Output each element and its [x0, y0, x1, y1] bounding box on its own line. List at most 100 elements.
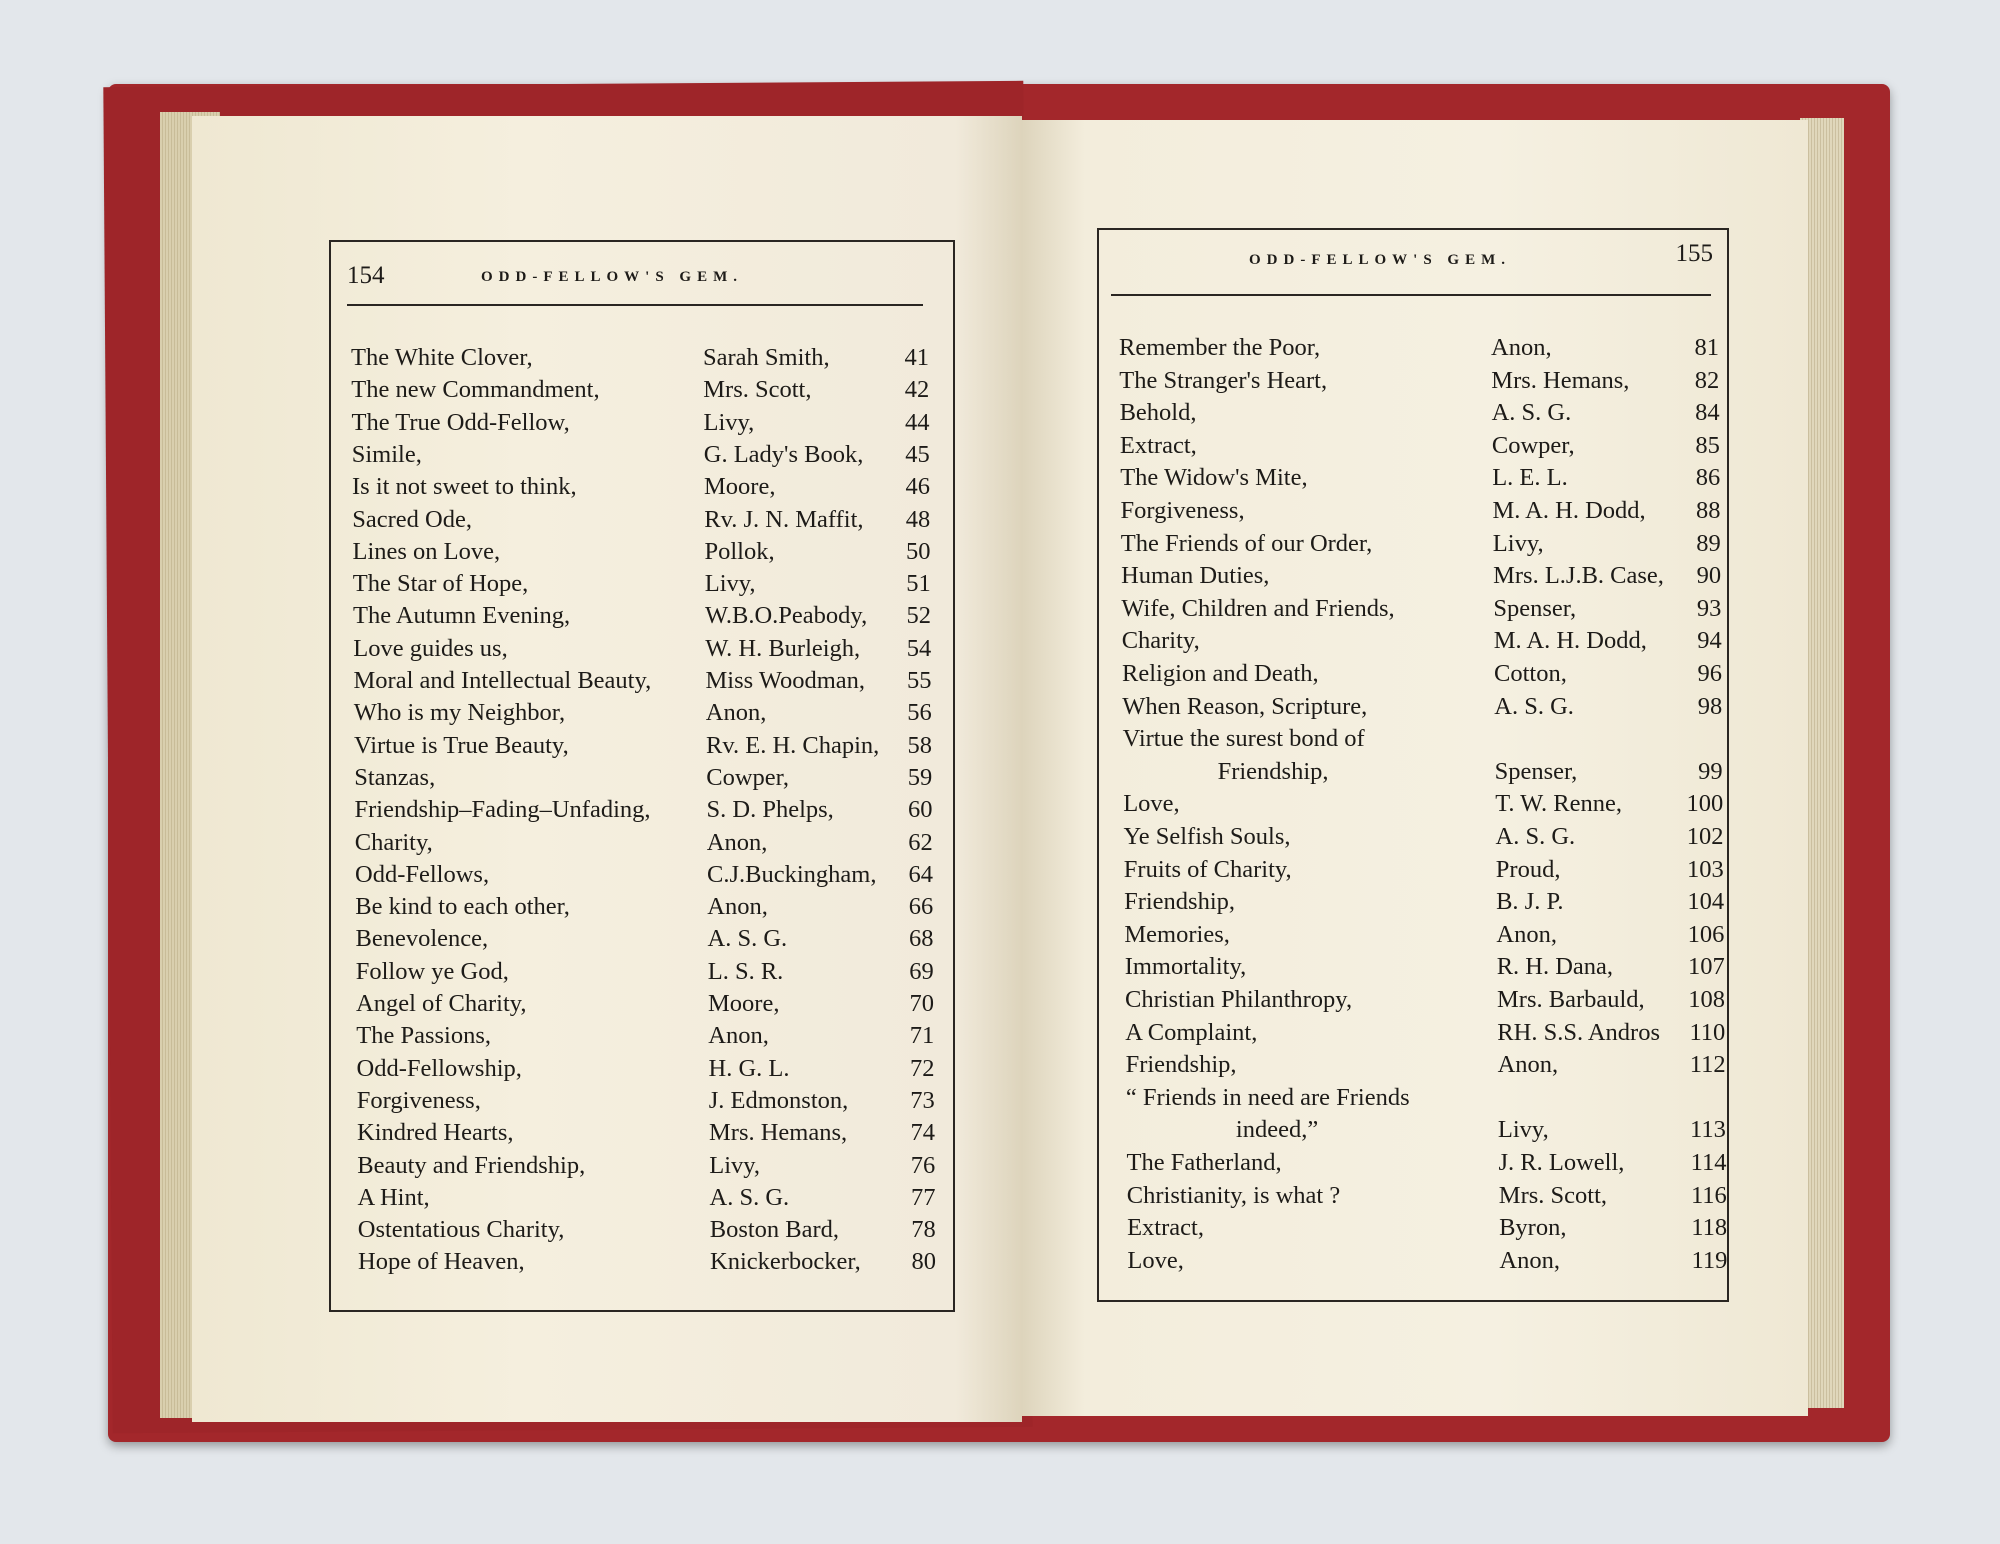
- entry-author: Mrs. Barbauld,: [1497, 986, 1645, 1013]
- entry-author: R. H. Dana,: [1496, 953, 1614, 981]
- contents-entry: Friendship, B. J. P. 104: [1124, 888, 1724, 918]
- entry-page: 54: [906, 634, 932, 662]
- entry-title: Sacred Ode,: [352, 505, 472, 533]
- entry-title: Friendship,: [1125, 1051, 1237, 1079]
- contents-entry: The Autumn Evening, W.B.O.Peabody, 52: [353, 602, 953, 632]
- contents-entry: The White Clover, Sarah Smith, 41: [351, 344, 951, 374]
- contents-entry: Extract, Byron, 118: [1127, 1214, 1727, 1244]
- contents-entry: The True Odd-Fellow, Livy, 44: [352, 409, 952, 439]
- entry-page: 78: [911, 1216, 936, 1244]
- contents-entry: Follow ye God, L. S. R. 69: [356, 958, 956, 988]
- entry-author: M. A. H. Dodd,: [1492, 497, 1646, 524]
- entry-title: Angel of Charity,: [356, 990, 527, 1017]
- contents-entry: Forgiveness, J. Edmonston, 73: [357, 1087, 957, 1117]
- entry-author: W.B.O.Peabody,: [705, 602, 868, 630]
- entry-page: 104: [1687, 888, 1725, 916]
- entry-author: Knickerbocker,: [710, 1248, 861, 1276]
- entry-title: Stanzas,: [354, 763, 436, 791]
- entry-page: 106: [1687, 920, 1725, 948]
- contents-entry: Friendship–Fading–Unfading, S. D. Phelps,…: [355, 796, 955, 826]
- entry-title: Christianity, is what ?: [1126, 1181, 1341, 1209]
- contents-entry: “ Friends in need are Friends indeed,” Liv…: [1125, 1083, 1726, 1144]
- entry-page: 113: [1690, 1116, 1726, 1144]
- entry-author: Mrs. L.J.B. Case,: [1493, 562, 1664, 590]
- entry-author: RH. S.S. Andros: [1497, 1018, 1660, 1046]
- entry-author: Moore,: [708, 990, 780, 1017]
- entry-page: 68: [909, 925, 934, 953]
- entry-title: Simile,: [351, 440, 422, 468]
- entry-title: Beauty and Friendship,: [357, 1151, 586, 1179]
- entry-title: “ Friends in need are Friends: [1125, 1083, 1410, 1111]
- contents-entry: Love guides us, W. H. Burleigh, 54: [353, 635, 953, 665]
- entry-author: B. J. P.: [1496, 888, 1564, 916]
- entry-page: 69: [909, 957, 934, 985]
- entry-title: Charity,: [354, 828, 433, 856]
- entry-page: 46: [905, 473, 931, 501]
- entry-author: S. D. Phelps,: [706, 796, 834, 824]
- entry-page: 82: [1694, 366, 1720, 394]
- entry-title: Hope of Heaven,: [358, 1248, 525, 1276]
- entry-author: Cotton,: [1494, 660, 1567, 687]
- entry-title: Charity,: [1121, 627, 1200, 655]
- contents-entry: The Stranger's Heart, Mrs. Hemans, 82: [1119, 367, 1719, 397]
- entry-author: A. S. G.: [1495, 823, 1576, 850]
- entry-title: Wife, Children and Friends,: [1121, 594, 1395, 622]
- entry-page: 42: [904, 376, 930, 404]
- entry-title: The Autumn Evening,: [353, 602, 571, 630]
- contents-entry: Angel of Charity, Moore, 70: [356, 990, 956, 1020]
- right-page-frame: ODD-FELLOW'S GEM. 155 Remember the Poor,…: [1097, 228, 1729, 1302]
- entry-page: 77: [911, 1183, 936, 1211]
- entry-title: Ostentatious Charity,: [357, 1216, 565, 1244]
- entry-author: J. Edmonston,: [708, 1086, 849, 1114]
- contents-entry: Memories, Anon, 106: [1124, 921, 1724, 951]
- entry-title: Be kind to each other,: [355, 893, 570, 921]
- entry-page: 50: [906, 537, 931, 565]
- entry-author: A. S. G.: [709, 1183, 790, 1211]
- entry-title: Extract,: [1119, 431, 1197, 459]
- entry-title: Virtue is True Beauty,: [354, 731, 569, 759]
- entry-author: M. A. H. Dodd,: [1493, 627, 1647, 655]
- entry-author: Anon,: [707, 893, 768, 921]
- entry-author: Spenser,: [1493, 594, 1577, 622]
- entry-title: Follow ye God,: [355, 957, 509, 985]
- contents-entry: Human Duties, Mrs. L.J.B. Case, 90: [1121, 562, 1721, 592]
- entry-title: Forgiveness,: [1120, 497, 1245, 524]
- entry-page: 88: [1696, 497, 1721, 524]
- entry-author: C.J.Buckingham,: [707, 860, 877, 888]
- entry-page: 76: [910, 1151, 936, 1179]
- entry-title: The Stranger's Heart,: [1119, 366, 1328, 394]
- entry-page: 71: [909, 1022, 935, 1050]
- page-number: 155: [1675, 240, 1714, 267]
- entry-page: 119: [1691, 1246, 1728, 1274]
- header-rule: [1111, 294, 1711, 296]
- entry-title: Religion and Death,: [1122, 660, 1319, 687]
- entry-author: Spenser,: [1494, 757, 1578, 785]
- entry-author: Livy,: [709, 1151, 761, 1179]
- entry-author: Rv. J. N. Maffit,: [704, 505, 864, 533]
- entry-page: 118: [1691, 1214, 1728, 1242]
- contents-entry: Charity, M. A. H. Dodd, 94: [1122, 627, 1722, 657]
- entry-title-continued: Friendship,: [1217, 757, 1329, 785]
- contents-entry: A Hint, A. S. G. 77: [358, 1184, 958, 1214]
- entry-page: 48: [905, 505, 931, 533]
- entry-title: A Hint,: [357, 1183, 430, 1211]
- contents-entry: Remember the Poor, Anon, 81: [1119, 334, 1719, 364]
- entry-page: 59: [907, 763, 933, 791]
- contents-entry: Stanzas, Cowper, 59: [354, 764, 954, 794]
- entry-title: The Widow's Mite,: [1120, 464, 1308, 492]
- contents-entry: The Widow's Mite, L. E. L. 86: [1120, 464, 1720, 494]
- entry-page: 102: [1686, 823, 1724, 850]
- entry-title: The new Commandment,: [351, 376, 600, 404]
- entry-title: Kindred Hearts,: [357, 1119, 514, 1147]
- contents-entry: Hope of Heaven, Knickerbocker, 80: [358, 1248, 958, 1278]
- contents-entry: When Reason, Scripture, A. S. G. 98: [1122, 693, 1722, 723]
- contents-entry: Ostentatious Charity, Boston Bard, 78: [358, 1216, 958, 1246]
- entry-author: Proud,: [1495, 855, 1561, 883]
- entry-author: Livy,: [1492, 529, 1544, 557]
- entry-title: The True Odd-Fellow,: [351, 408, 570, 436]
- entry-title: Christian Philanthropy,: [1125, 986, 1353, 1013]
- entry-page: 62: [908, 828, 933, 856]
- contents-entry: Lines on Love, Pollok, 50: [353, 538, 953, 568]
- contents-entry: The Fatherland, J. R. Lowell, 114: [1127, 1149, 1727, 1179]
- entry-page: 86: [1695, 464, 1721, 492]
